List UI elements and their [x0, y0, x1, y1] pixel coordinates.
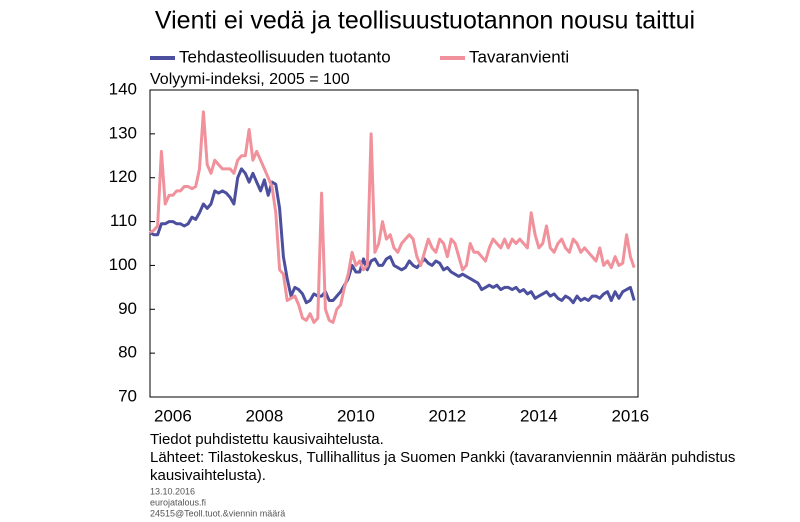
x-tick-label: 2006: [154, 406, 192, 425]
footer: 13.10.2016: [150, 486, 195, 496]
note: Lähteet: Tilastokeskus, Tullihallitus ja…: [150, 449, 735, 466]
x-tick-label: 2008: [245, 406, 283, 425]
y-tick-label: 120: [109, 167, 137, 186]
y-tick-label: 140: [109, 79, 137, 98]
x-tick-label: 2014: [520, 406, 558, 425]
x-tick-label: 2016: [611, 406, 649, 425]
chart-title: Vienti ei vedä ja teollisuustuotannon no…: [155, 7, 695, 35]
note: Tiedot puhdistettu kausivaihtelusta.: [150, 431, 384, 448]
note: kausivaihtelusta).: [150, 467, 266, 484]
legend-label: Tavaranvienti: [469, 47, 569, 66]
y-tick-label: 100: [109, 255, 137, 274]
data-line: [149, 167, 636, 305]
legend-label: Tehdasteollisuuden tuotanto: [179, 47, 391, 66]
data-line: [149, 110, 636, 324]
footer: eurojatalous.fi: [150, 497, 206, 507]
footer: 24515@Teoll.tuot.&viennin määrä: [150, 508, 285, 518]
y-tick-label: 110: [110, 211, 137, 230]
x-tick-label: 2010: [337, 406, 375, 425]
y-tick-label: 80: [118, 343, 137, 362]
plot-frame: [149, 89, 639, 398]
y-tick-label: 130: [109, 123, 137, 142]
y-tick-label: 70: [118, 386, 137, 405]
y-tick-label: 90: [118, 299, 137, 318]
x-tick-label: 2012: [428, 406, 466, 425]
subtitle: Volyymi-indeksi, 2005 = 100: [150, 71, 350, 88]
